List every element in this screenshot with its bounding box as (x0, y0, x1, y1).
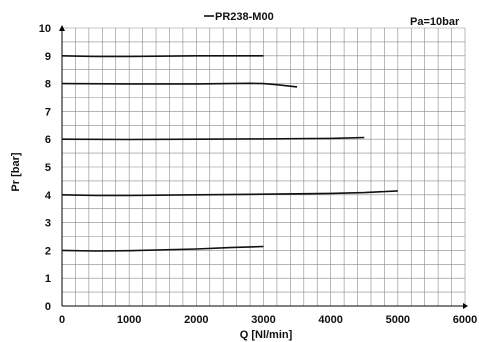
y-tick-label: 10 (39, 23, 51, 35)
x-axis-label: Q [Nl/min] (240, 329, 293, 341)
y-tick-label: 4 (45, 190, 52, 202)
x-tick-label: 0 (59, 314, 65, 326)
y-axis-label: Pr [bar] (10, 152, 22, 191)
grid (62, 27, 466, 306)
y-tick-label: 5 (45, 162, 51, 174)
chart-title: PR238-M00 (215, 11, 274, 23)
x-tick-label: 5000 (386, 314, 410, 326)
y-axis-arrow (59, 25, 65, 31)
y-tick-label: 0 (45, 301, 51, 313)
series-line-3 (61, 136, 365, 141)
y-tick-label: 9 (45, 51, 51, 63)
x-tick-label: 2000 (184, 314, 208, 326)
y-tick-label: 1 (45, 273, 51, 285)
y-tick-label: 3 (45, 218, 51, 230)
x-tick-label: 3000 (251, 314, 275, 326)
x-axis-arrow (463, 303, 468, 309)
tick-labels: 0 1000 2000 3000 4000 5000 6000 0 1 2 3 4 5 6 7 8 9 10 (39, 23, 477, 326)
series-line-4 (61, 190, 398, 197)
y-tick-label: 6 (45, 134, 51, 146)
series-line-1 (61, 55, 264, 58)
axes (59, 25, 468, 309)
series (61, 55, 398, 252)
series-line-2 (61, 82, 298, 88)
y-tick-label: 8 (45, 79, 51, 91)
y-tick-label: 7 (45, 106, 51, 118)
x-tick-label: 4000 (318, 314, 342, 326)
x-tick-label: 1000 (117, 314, 141, 326)
x-tick-label: 6000 (453, 314, 477, 326)
y-tick-label: 2 (45, 245, 51, 257)
supply-pressure-annotation: Pa=10bar (410, 16, 460, 28)
series-line-5 (61, 245, 264, 252)
